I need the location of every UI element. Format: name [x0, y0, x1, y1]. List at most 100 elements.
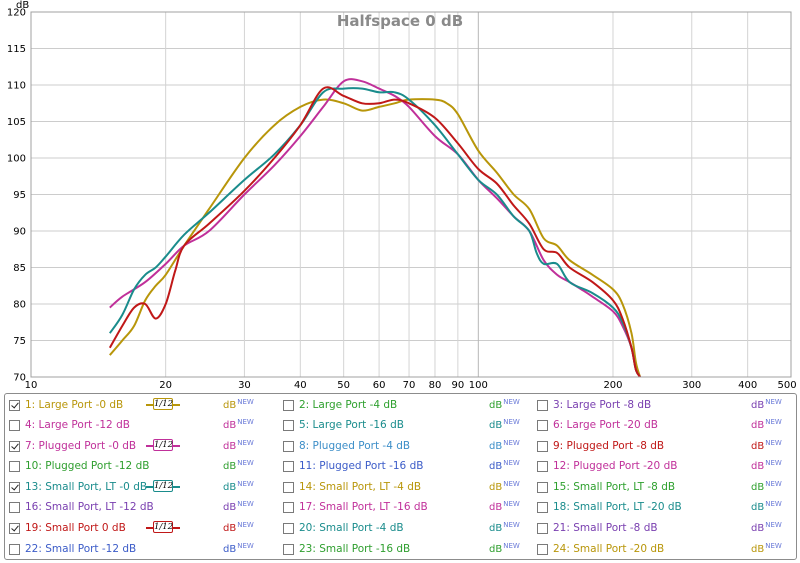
legend-entry[interactable]: 11: Plugged Port -16 dB	[283, 458, 423, 474]
unit-label: dB	[751, 502, 765, 513]
unit-new-button[interactable]: dBNEW	[751, 418, 782, 431]
unit-new-button[interactable]: dBNEW	[223, 439, 254, 452]
legend-checkbox[interactable]	[283, 522, 294, 534]
unit-new-button[interactable]: dBNEW	[223, 418, 254, 431]
unit-new-button[interactable]: dBNEW	[223, 459, 254, 472]
unit-new-button[interactable]: dBNEW	[751, 480, 782, 493]
legend-entry[interactable]: 15: Small Port, LT -8 dB	[537, 479, 675, 495]
legend-entry[interactable]: 6: Large Port -20 dB	[537, 417, 658, 433]
legend-entry[interactable]: 20: Small Port -4 dB	[283, 520, 404, 536]
legend-label: 8: Plugged Port -4 dB	[299, 440, 411, 452]
legend-entry[interactable]: 10: Plugged Port -12 dB	[9, 458, 149, 474]
new-badge: NEW	[765, 418, 782, 426]
x-tick-label: 20	[159, 380, 172, 391]
legend-checkbox[interactable]	[537, 419, 548, 431]
legend-entry[interactable]: 24: Small Port -20 dB	[537, 541, 664, 557]
unit-new-button[interactable]: dBNEW	[489, 398, 520, 411]
smoothing-button[interactable]: 1/12	[146, 480, 180, 494]
unit-new-button[interactable]: dBNEW	[489, 418, 520, 431]
legend-checkbox[interactable]	[537, 481, 548, 493]
legend-checkbox[interactable]	[283, 481, 294, 493]
legend-checkbox[interactable]	[537, 501, 548, 513]
legend-checkbox[interactable]	[9, 460, 20, 472]
legend-label: 15: Small Port, LT -8 dB	[553, 481, 676, 493]
smoothing-button[interactable]: 1/12	[146, 439, 180, 453]
unit-new-button[interactable]: dBNEW	[489, 439, 520, 452]
series-line-3	[108, 87, 641, 377]
legend-entry[interactable]: 5: Large Port -16 dB	[283, 417, 404, 433]
unit-label: dB	[751, 400, 765, 411]
legend-label: 5: Large Port -16 dB	[299, 419, 404, 431]
legend-entry[interactable]: 21: Small Port -8 dB	[537, 520, 658, 536]
unit-new-button[interactable]: dBNEW	[223, 480, 254, 493]
unit-new-button[interactable]: dBNEW	[489, 521, 520, 534]
smoothing-button[interactable]: 1/12	[146, 398, 180, 412]
legend-checkbox[interactable]	[537, 399, 548, 411]
legend-checkbox[interactable]	[283, 419, 294, 431]
x-tick-label: 70	[403, 380, 416, 391]
legend-checkbox[interactable]	[283, 399, 294, 411]
unit-new-button[interactable]: dBNEW	[223, 500, 254, 513]
legend-checkbox[interactable]	[9, 501, 20, 513]
legend-checkbox[interactable]	[537, 522, 548, 534]
legend-checkbox[interactable]	[283, 501, 294, 513]
unit-new-button[interactable]: dBNEW	[751, 521, 782, 534]
legend-checkbox[interactable]	[283, 460, 294, 472]
legend-entry[interactable]: 18: Small Port, LT -20 dB	[537, 499, 682, 515]
legend-checkbox[interactable]	[9, 522, 20, 534]
unit-new-button[interactable]: dBNEW	[223, 398, 254, 411]
unit-label: dB	[223, 461, 237, 472]
legend-checkbox[interactable]	[9, 440, 20, 452]
legend-checkbox[interactable]	[9, 399, 20, 411]
unit-new-button[interactable]: dBNEW	[489, 459, 520, 472]
smoothing-label: 1/12	[153, 521, 174, 533]
legend-checkbox[interactable]	[9, 543, 20, 555]
legend-entry[interactable]: 19: Small Port 0 dB	[9, 520, 126, 536]
legend-checkbox[interactable]	[537, 543, 548, 555]
legend-checkbox[interactable]	[283, 543, 294, 555]
new-badge: NEW	[237, 398, 254, 406]
unit-new-button[interactable]: dBNEW	[489, 500, 520, 513]
legend-entry[interactable]: 9: Plugged Port -8 dB	[537, 438, 664, 454]
legend-entry[interactable]: 14: Small Port, LT -4 dB	[283, 479, 421, 495]
unit-new-button[interactable]: dBNEW	[489, 542, 520, 555]
legend-entry[interactable]: 8: Plugged Port -4 dB	[283, 438, 410, 454]
legend-panel: 1: Large Port -0 dB 1/12 dBNEW 2: Large Por…	[4, 393, 797, 560]
smoothing-button[interactable]: 1/12	[146, 521, 180, 535]
legend-entry[interactable]: 16: Small Port, LT -12 dB	[9, 499, 154, 515]
legend-label: 22: Small Port -12 dB	[25, 543, 137, 555]
unit-new-button[interactable]: dBNEW	[489, 480, 520, 493]
unit-new-button[interactable]: dBNEW	[751, 459, 782, 472]
legend-label: 20: Small Port -4 dB	[299, 522, 404, 534]
new-badge: NEW	[237, 439, 254, 447]
unit-new-button[interactable]: dBNEW	[751, 542, 782, 555]
legend-entry[interactable]: 22: Small Port -12 dB	[9, 541, 136, 557]
legend-entry[interactable]: 23: Small Port -16 dB	[283, 541, 410, 557]
legend-label: 7: Plugged Port -0 dB	[25, 440, 137, 452]
legend-checkbox[interactable]	[283, 440, 294, 452]
unit-new-button[interactable]: dBNEW	[751, 439, 782, 452]
legend-entry[interactable]: 4: Large Port -12 dB	[9, 417, 130, 433]
unit-new-button[interactable]: dBNEW	[223, 521, 254, 534]
x-tick-label: 400	[738, 380, 757, 391]
unit-new-button[interactable]: dBNEW	[751, 398, 782, 411]
unit-new-button[interactable]: dBNEW	[223, 542, 254, 555]
series-line-4	[108, 86, 641, 377]
unit-label: dB	[223, 544, 237, 555]
legend-checkbox[interactable]	[9, 419, 20, 431]
legend-entry[interactable]: 13: Small Port, LT -0 dB	[9, 479, 147, 495]
unit-label: dB	[223, 482, 237, 493]
legend-checkbox[interactable]	[537, 460, 548, 472]
legend-entry[interactable]: 1: Large Port -0 dB	[9, 397, 123, 413]
legend-checkbox[interactable]	[537, 440, 548, 452]
legend-checkbox[interactable]	[9, 481, 20, 493]
legend-entry[interactable]: 3: Large Port -8 dB	[537, 397, 651, 413]
legend-entry[interactable]: 7: Plugged Port -0 dB	[9, 438, 136, 454]
legend-entry[interactable]: 2: Large Port -4 dB	[283, 397, 397, 413]
unit-new-button[interactable]: dBNEW	[751, 500, 782, 513]
legend-label: 11: Plugged Port -16 dB	[299, 460, 424, 472]
legend-entry[interactable]: 12: Plugged Port -20 dB	[537, 458, 677, 474]
legend-entry[interactable]: 17: Small Port, LT -16 dB	[283, 499, 428, 515]
legend-label: 3: Large Port -8 dB	[553, 399, 652, 411]
unit-label: dB	[751, 441, 765, 452]
